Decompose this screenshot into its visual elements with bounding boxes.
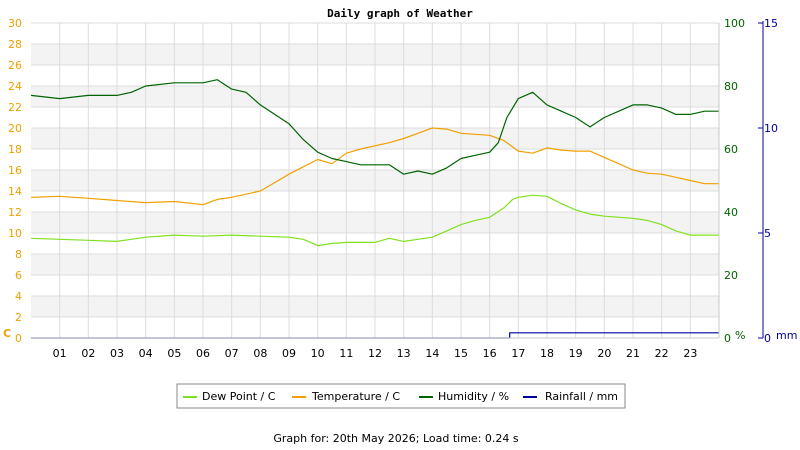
- x-tick-label: 15: [454, 347, 468, 360]
- left-tick-label: 26: [8, 59, 22, 72]
- x-tick-label: 04: [139, 347, 153, 360]
- series-line-dew-point: [30, 194, 719, 247]
- left-tick-label: 0: [15, 332, 22, 345]
- legend-label-rainfall: Rainfall / mm: [545, 390, 618, 403]
- x-tick-label: 12: [368, 347, 382, 360]
- legend-item-temperature: Temperature / C: [292, 390, 400, 403]
- rainfall-tick-label: 0: [764, 332, 771, 345]
- left-tick-label: 20: [8, 122, 22, 135]
- legend: Dew Point / C Temperature / C Humidity /…: [176, 383, 626, 409]
- chart-title: Daily graph of Weather: [327, 7, 473, 20]
- footer-text: Graph for: 20th May 2026; Load time: 0.2…: [273, 432, 519, 445]
- x-tick-label: 11: [339, 347, 353, 360]
- x-tick-label: 09: [282, 347, 296, 360]
- rainfall-axis-ticks: 0 5 10 15: [758, 17, 778, 345]
- axes: [31, 21, 764, 339]
- rainfall-tick-label: 15: [764, 17, 778, 30]
- x-tick-label: 02: [81, 347, 95, 360]
- left-tick-label: 30: [8, 17, 22, 30]
- x-tick-label: 14: [425, 347, 439, 360]
- left-tick-label: 6: [15, 269, 22, 282]
- left-tick-label: 2: [15, 311, 22, 324]
- x-tick-label: 18: [540, 347, 554, 360]
- left-tick-label: 18: [8, 143, 22, 156]
- humidity-tick-label: 100: [724, 17, 745, 30]
- left-tick-label: 8: [15, 248, 22, 261]
- left-tick-label: 16: [8, 164, 22, 177]
- x-tick-label: 17: [511, 347, 525, 360]
- rainfall-tick-label: 10: [764, 122, 778, 135]
- left-tick-label: 10: [8, 227, 22, 240]
- left-tick-label: 14: [8, 185, 22, 198]
- rainfall-tick-label: 5: [764, 227, 771, 240]
- left-tick-label: 12: [8, 206, 22, 219]
- legend-box: [176, 383, 626, 409]
- humidity-axis-ticks: 0 20 40 60 80 100: [724, 17, 745, 345]
- x-tick-label: 22: [655, 347, 669, 360]
- x-tick-label: 10: [311, 347, 325, 360]
- x-tick-label: 19: [569, 347, 583, 360]
- humidity-tick-label: 60: [724, 143, 738, 156]
- humidity-tick-label: 20: [724, 269, 738, 282]
- left-tick-label: 28: [8, 38, 22, 51]
- x-tick-label: 06: [196, 347, 210, 360]
- legend-item-dew-point: Dew Point / C: [183, 390, 276, 403]
- grid-lines: [31, 22, 719, 339]
- x-tick-label: 01: [53, 347, 67, 360]
- x-tick-label: 20: [597, 347, 611, 360]
- legend-item-rainfall: Rainfall / mm: [523, 390, 618, 403]
- x-tick-label: 16: [483, 347, 497, 360]
- humidity-tick-label: 0: [724, 332, 731, 345]
- legend-item-humidity: Humidity / %: [419, 390, 509, 403]
- left-tick-label: 24: [8, 80, 22, 93]
- legend-label-temperature: Temperature / C: [311, 390, 400, 403]
- x-tick-label: 08: [253, 347, 267, 360]
- left-axis-unit: C: [3, 327, 11, 340]
- rainfall-axis-unit: mm: [776, 329, 797, 342]
- x-tick-label: 23: [683, 347, 697, 360]
- x-tick-label: 07: [225, 347, 239, 360]
- legend-label-dew-point: Dew Point / C: [202, 390, 276, 403]
- x-tick-label: 21: [626, 347, 640, 360]
- left-tick-label: 4: [15, 290, 22, 303]
- legend-label-humidity: Humidity / %: [438, 390, 509, 403]
- series-line-humidity: [30, 79, 719, 175]
- series-line-temperature: [30, 127, 719, 206]
- x-tick-label: 03: [110, 347, 124, 360]
- humidity-axis-unit: %: [735, 329, 745, 342]
- left-tick-label: 22: [8, 101, 22, 114]
- x-tick-label: 13: [397, 347, 411, 360]
- humidity-tick-label: 40: [724, 206, 738, 219]
- x-tick-label: 05: [167, 347, 181, 360]
- humidity-tick-label: 80: [724, 80, 738, 93]
- x-axis-ticks: 01 02 03 04 05 06 07 08 09 10 11 12 13 14 15 16 17 18 19 20…: [53, 347, 698, 360]
